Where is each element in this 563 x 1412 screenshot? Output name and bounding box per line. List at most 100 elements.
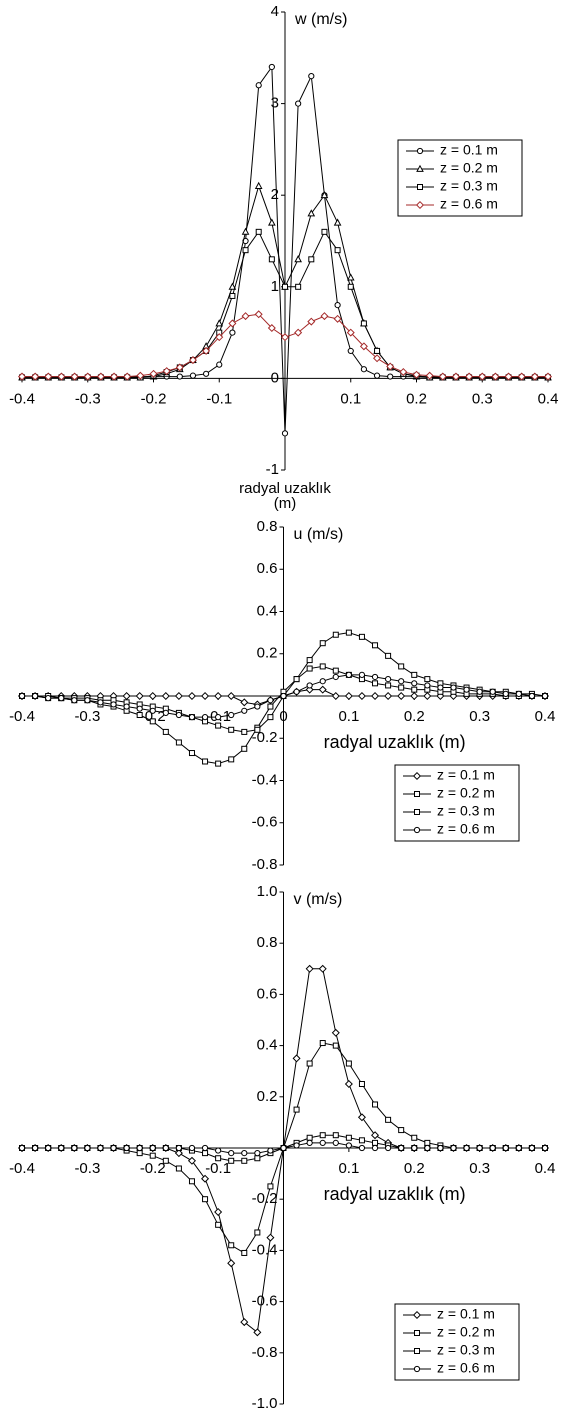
data-point: [70, 372, 79, 381]
data-point: [293, 1142, 300, 1149]
data-point: [320, 190, 329, 199]
data-point: [332, 667, 339, 674]
data-point: [319, 1132, 326, 1139]
y-tick-label: -0.6: [252, 1293, 278, 1310]
data-point: [215, 319, 224, 327]
data-point: [18, 1144, 26, 1152]
data-point: [528, 692, 536, 700]
data-point: [397, 691, 406, 701]
data-point: [411, 1134, 418, 1141]
data-point: [175, 711, 182, 719]
x-axis-label: radyal uzaklık (m): [324, 732, 466, 752]
x-tick-label: 0.4: [538, 390, 559, 407]
data-point: [319, 678, 326, 685]
data-point: [515, 1144, 522, 1152]
data-point: [515, 690, 522, 697]
data-point: [188, 1178, 195, 1185]
x-tick-label: -0.1: [205, 1160, 231, 1177]
data-point: [371, 673, 379, 681]
legend-label: z = 0.2 m: [437, 1324, 495, 1340]
data-point: [438, 372, 447, 381]
y-tick-label: -0.4: [252, 771, 278, 788]
data-point: [229, 329, 236, 336]
data-point: [148, 691, 157, 701]
data-point: [135, 691, 144, 701]
data-point: [136, 1144, 143, 1152]
data-point: [358, 671, 366, 678]
data-point: [241, 1150, 248, 1157]
y-tick-label: 0.6: [257, 985, 278, 1002]
data-point: [97, 1144, 104, 1152]
data-point: [268, 256, 275, 263]
data-point: [162, 1144, 169, 1152]
data-point: [319, 1139, 326, 1146]
data-point: [280, 692, 287, 700]
data-point: [437, 1144, 444, 1152]
legend-marker: [415, 200, 425, 210]
data-point: [345, 629, 352, 636]
data-point: [201, 691, 210, 701]
x-tick-label: 0: [279, 708, 287, 725]
y-tick-label: -0.2: [252, 1190, 278, 1207]
data-point: [528, 1144, 536, 1152]
data-point: [123, 1144, 130, 1152]
data-point: [161, 691, 170, 701]
data-point: [229, 292, 236, 299]
data-point: [331, 691, 340, 701]
data-point: [504, 372, 513, 381]
legend-marker: [416, 147, 424, 155]
data-point: [411, 686, 418, 693]
data-point: [149, 707, 156, 714]
legend-label: z = 0.2 m: [440, 160, 498, 176]
data-point: [357, 691, 366, 701]
data-point: [188, 750, 195, 757]
data-point: [295, 100, 302, 107]
x-tick-label: -0.2: [140, 1160, 166, 1177]
legend-label: z = 0.1 m: [440, 142, 498, 158]
data-point: [84, 697, 91, 704]
data-point: [162, 367, 171, 376]
data-point: [174, 1149, 183, 1158]
data-point: [188, 356, 197, 365]
data-point: [332, 631, 339, 638]
legend-marker: [414, 1330, 420, 1336]
legend-marker: [416, 164, 424, 172]
data-point: [162, 1157, 169, 1164]
x-tick-label: -0.4: [9, 390, 35, 407]
y-tick-label: 2: [271, 186, 279, 203]
data-point: [398, 663, 405, 670]
data-point: [372, 1139, 379, 1146]
data-point: [122, 691, 131, 701]
y-tick-label: 0: [271, 369, 279, 386]
data-point: [31, 1144, 39, 1152]
y-tick-label: 0.4: [257, 1037, 278, 1054]
data-point: [306, 1139, 313, 1146]
data-point: [489, 1144, 496, 1152]
y-tick-label: -0.2: [252, 729, 278, 746]
data-point: [58, 1144, 65, 1152]
legend-label: z = 0.3 m: [440, 178, 498, 194]
data-point: [241, 707, 248, 714]
data-point: [227, 691, 236, 701]
y-tick-label: -1.0: [252, 1395, 278, 1412]
data-point: [267, 324, 276, 333]
legend: z = 0.1 m z = 0.2 m z = 0.3 m z = 0.6 m: [394, 764, 520, 842]
data-point: [386, 362, 395, 371]
data-point: [31, 372, 40, 381]
data-point: [215, 760, 222, 767]
data-point: [241, 745, 248, 752]
data-point: [96, 372, 105, 381]
data-point: [228, 319, 237, 328]
legend-marker: [412, 1310, 422, 1320]
x-tick-label: 0.4: [535, 708, 556, 725]
data-point: [136, 705, 143, 712]
data-point: [228, 1242, 235, 1249]
data-point: [385, 652, 392, 659]
data-point: [293, 1106, 300, 1113]
data-point: [201, 1144, 209, 1152]
data-point: [308, 256, 315, 263]
data-point: [373, 354, 382, 363]
data-point: [437, 684, 444, 691]
data-point: [110, 701, 117, 708]
data-point: [241, 1157, 248, 1164]
